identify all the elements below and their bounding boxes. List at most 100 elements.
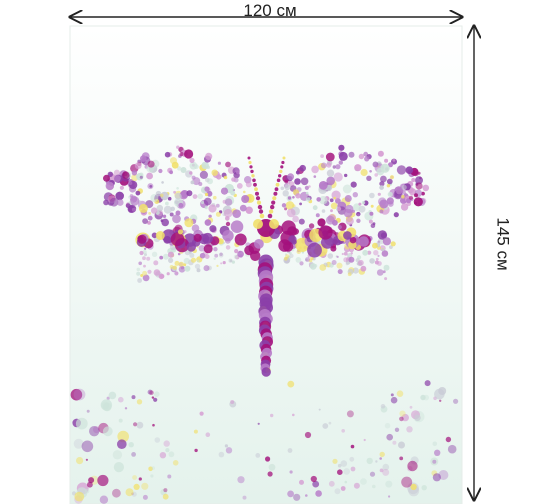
dot <box>172 214 181 224</box>
dot <box>389 245 393 250</box>
dot <box>230 220 244 233</box>
dot <box>128 181 133 186</box>
dot <box>394 427 400 432</box>
dot <box>414 193 418 198</box>
dot <box>320 162 327 169</box>
dot <box>389 175 395 180</box>
dot <box>350 466 356 472</box>
dot <box>291 239 297 245</box>
dot <box>216 264 219 267</box>
dot-scatter <box>70 380 459 504</box>
dot <box>105 181 115 191</box>
dot <box>151 396 155 399</box>
dot <box>388 162 393 168</box>
dot <box>171 161 179 169</box>
dot <box>330 209 333 213</box>
dot <box>239 204 247 212</box>
dot <box>292 413 295 417</box>
dot <box>278 239 291 252</box>
dot <box>223 208 233 218</box>
dot <box>150 474 154 478</box>
dot <box>220 187 229 195</box>
dot <box>287 490 294 498</box>
dot <box>382 468 390 476</box>
dot <box>150 194 159 202</box>
dot <box>108 391 117 400</box>
dot <box>370 223 376 228</box>
dot <box>401 194 405 199</box>
dot <box>205 177 210 183</box>
dot <box>153 260 159 266</box>
dot <box>177 166 182 171</box>
dot <box>213 195 217 200</box>
dot <box>305 191 309 195</box>
dot <box>167 196 172 201</box>
dot <box>93 426 100 434</box>
dot <box>138 477 142 481</box>
dot <box>197 193 203 200</box>
dot <box>382 270 386 274</box>
dot <box>379 199 389 209</box>
dot <box>354 164 362 172</box>
dot <box>280 186 285 191</box>
dot <box>153 397 158 402</box>
dot <box>377 261 382 266</box>
dot <box>382 237 391 246</box>
dot <box>284 184 291 191</box>
dot <box>338 160 343 165</box>
dot <box>97 474 109 487</box>
dot <box>141 482 149 490</box>
dot <box>225 447 233 454</box>
dot <box>401 184 407 191</box>
dot <box>122 171 130 179</box>
dot <box>198 245 205 252</box>
dot <box>374 173 379 177</box>
dot <box>132 475 138 480</box>
dot <box>204 219 212 226</box>
dot <box>161 181 164 184</box>
dot <box>305 197 311 202</box>
dot <box>315 490 322 497</box>
dot <box>230 400 235 404</box>
dot <box>413 197 423 207</box>
dot <box>114 175 121 182</box>
dot <box>357 213 360 217</box>
dot <box>173 190 177 194</box>
dot <box>167 251 175 258</box>
dot <box>343 231 352 240</box>
dot <box>118 418 123 423</box>
dot <box>163 205 172 214</box>
dot <box>399 410 406 417</box>
dot <box>194 164 199 170</box>
dot <box>208 214 212 218</box>
dot <box>432 473 441 482</box>
dot <box>399 456 404 461</box>
dot <box>287 173 295 181</box>
dot <box>253 182 257 187</box>
dot <box>218 252 224 258</box>
dot <box>386 433 394 441</box>
dot <box>169 212 174 217</box>
dot <box>248 160 252 165</box>
dot <box>233 254 238 259</box>
dot <box>148 212 152 215</box>
dot <box>281 160 285 165</box>
dot <box>278 174 282 178</box>
dot <box>162 214 167 218</box>
dot <box>381 248 385 252</box>
dot <box>352 267 359 274</box>
dot <box>135 190 141 196</box>
dot <box>76 457 84 465</box>
dot <box>360 168 368 177</box>
dot <box>358 202 362 206</box>
dot <box>330 202 338 210</box>
dot <box>396 165 407 175</box>
dot <box>317 218 326 227</box>
dot <box>381 250 389 257</box>
dot <box>149 185 153 188</box>
dot <box>362 249 369 256</box>
dot <box>269 219 279 229</box>
dot <box>338 151 348 161</box>
dot <box>160 219 164 223</box>
dot <box>250 169 254 174</box>
